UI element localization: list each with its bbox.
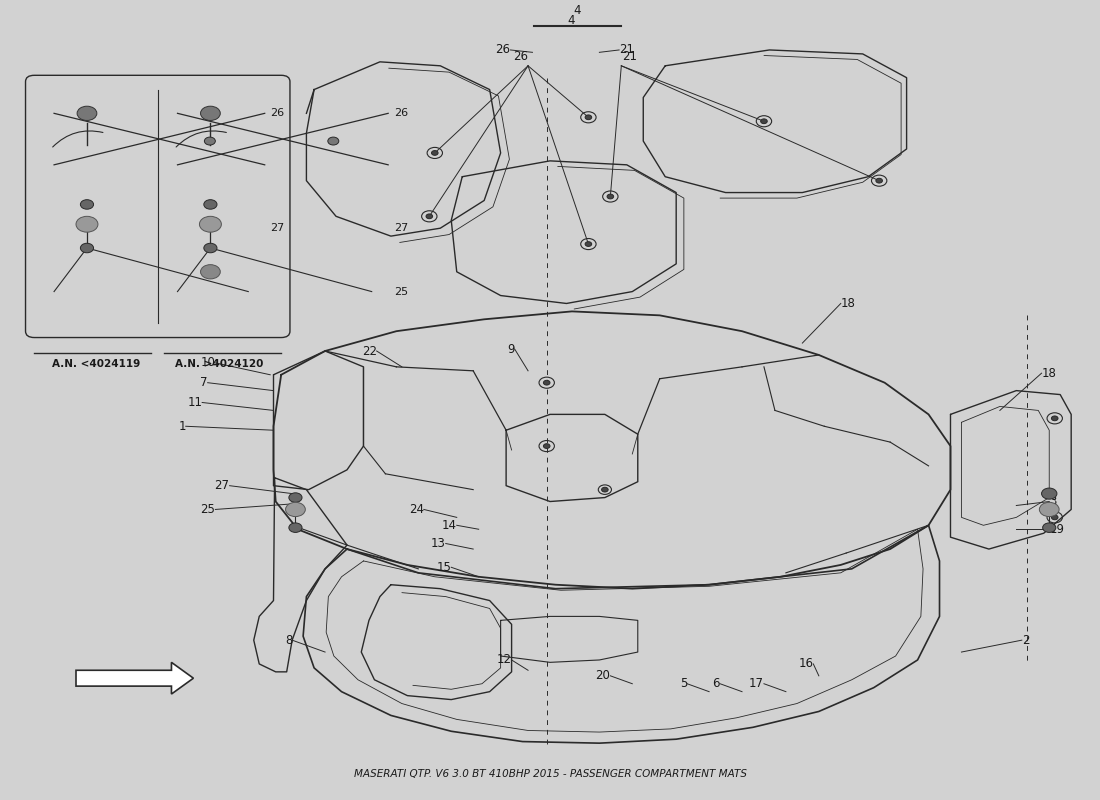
Text: 11: 11 — [187, 396, 202, 409]
Circle shape — [607, 194, 614, 199]
Text: 2: 2 — [1022, 634, 1030, 646]
Text: A.N. >4024120: A.N. >4024120 — [175, 358, 264, 369]
Circle shape — [205, 137, 216, 145]
Circle shape — [543, 444, 550, 449]
Circle shape — [77, 106, 97, 121]
Circle shape — [289, 493, 302, 502]
Circle shape — [543, 380, 550, 385]
Text: 26: 26 — [495, 43, 510, 57]
Text: 10: 10 — [200, 356, 216, 370]
Text: 4: 4 — [568, 14, 575, 27]
Circle shape — [1052, 416, 1058, 421]
Circle shape — [289, 523, 302, 533]
Text: 16: 16 — [799, 658, 813, 670]
Text: 26: 26 — [271, 108, 284, 118]
Text: A.N. <4024119: A.N. <4024119 — [52, 358, 140, 369]
Text: 6: 6 — [713, 678, 721, 690]
Text: 5: 5 — [680, 678, 688, 690]
Text: 20: 20 — [595, 670, 610, 682]
Text: MASERATI QTP. V6 3.0 BT 410BHP 2015 - PASSENGER COMPARTMENT MATS: MASERATI QTP. V6 3.0 BT 410BHP 2015 - PA… — [353, 769, 747, 779]
Circle shape — [199, 216, 221, 232]
Circle shape — [328, 137, 339, 145]
Circle shape — [585, 115, 592, 120]
Text: 18: 18 — [840, 297, 856, 310]
Text: 17: 17 — [749, 678, 764, 690]
Text: 21: 21 — [623, 50, 638, 62]
Text: 1: 1 — [178, 420, 186, 433]
Polygon shape — [76, 662, 194, 694]
Circle shape — [1043, 523, 1056, 533]
Text: 26: 26 — [394, 108, 408, 118]
Text: 7: 7 — [200, 376, 208, 389]
Circle shape — [1042, 488, 1057, 499]
Circle shape — [431, 150, 438, 155]
Text: 24: 24 — [409, 503, 424, 516]
Text: 26: 26 — [513, 50, 528, 62]
Text: 25: 25 — [200, 503, 216, 516]
Circle shape — [761, 119, 767, 124]
Text: 3: 3 — [1049, 495, 1057, 508]
Circle shape — [585, 242, 592, 246]
Circle shape — [80, 200, 94, 209]
Circle shape — [200, 106, 220, 121]
FancyBboxPatch shape — [25, 75, 290, 338]
Circle shape — [876, 178, 882, 183]
Circle shape — [76, 216, 98, 232]
Circle shape — [1040, 502, 1059, 517]
Text: 9: 9 — [507, 343, 515, 356]
Text: 27: 27 — [271, 223, 285, 234]
Circle shape — [204, 243, 217, 253]
Circle shape — [80, 243, 94, 253]
Text: 27: 27 — [394, 223, 408, 234]
Text: 27: 27 — [214, 479, 230, 492]
Text: 13: 13 — [431, 537, 446, 550]
Circle shape — [602, 487, 608, 492]
Circle shape — [1052, 515, 1058, 520]
Text: 21: 21 — [619, 43, 634, 57]
Circle shape — [200, 265, 220, 279]
Text: 12: 12 — [496, 654, 512, 666]
Text: 8: 8 — [285, 634, 293, 646]
Circle shape — [426, 214, 432, 218]
Text: 4: 4 — [574, 4, 581, 17]
Circle shape — [286, 502, 306, 517]
Text: 14: 14 — [442, 518, 456, 532]
Text: 22: 22 — [362, 345, 376, 358]
Text: 18: 18 — [1042, 366, 1056, 380]
Circle shape — [204, 200, 217, 209]
Text: 25: 25 — [394, 286, 408, 297]
Text: 15: 15 — [437, 561, 451, 574]
Text: 19: 19 — [1049, 522, 1064, 536]
